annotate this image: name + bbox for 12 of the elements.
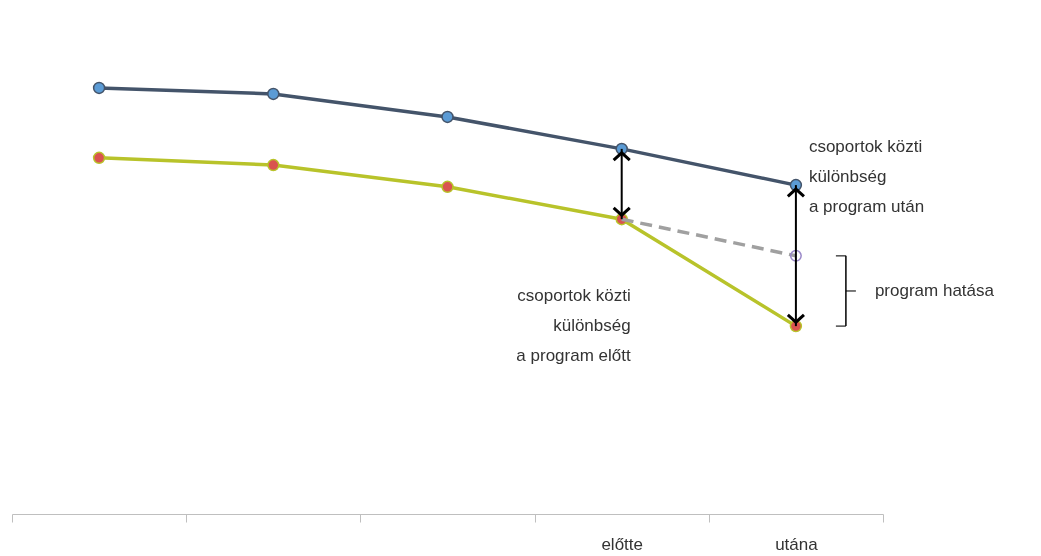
annotation: csoportok közti különbség a program után <box>808 136 925 216</box>
point <box>92 81 106 95</box>
point <box>267 87 280 101</box>
point <box>92 151 106 165</box>
annotation: csoportok közti különbség a program előtt <box>516 285 631 365</box>
x-tick-label: utána <box>775 534 819 554</box>
point <box>789 249 802 262</box>
point <box>267 158 280 172</box>
point <box>441 110 454 124</box>
x-tick-label: előtte <box>601 534 643 554</box>
annotation: program hatása <box>874 280 995 300</box>
point <box>441 180 454 194</box>
